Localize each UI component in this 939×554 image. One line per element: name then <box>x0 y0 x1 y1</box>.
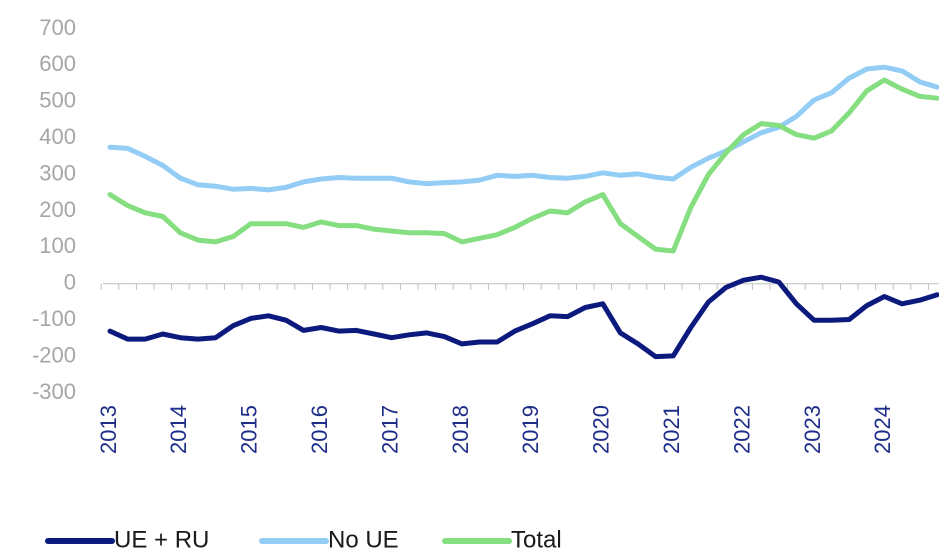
x-tick-label: 2013 <box>96 405 121 454</box>
y-tick-label: 500 <box>39 88 76 113</box>
x-tick-label: 2019 <box>518 405 543 454</box>
x-tick-label: 2017 <box>377 405 402 454</box>
y-tick-label: 100 <box>39 233 76 258</box>
x-tick-label: 2016 <box>307 405 332 454</box>
legend-label: Total <box>511 526 562 553</box>
y-tick-label: 200 <box>39 197 76 222</box>
x-tick-label: 2022 <box>729 405 754 454</box>
y-tick-label: -100 <box>32 306 76 331</box>
series-line <box>107 77 939 254</box>
legend-label: No UE <box>328 526 399 553</box>
x-tick-label: 2023 <box>800 405 825 454</box>
series-line <box>107 64 939 193</box>
y-tick-label: -200 <box>32 342 76 367</box>
y-tick-label: 700 <box>39 15 76 40</box>
y-tick-label: -300 <box>32 379 76 404</box>
x-tick-label: 2020 <box>589 405 614 454</box>
y-tick-label: 600 <box>39 51 76 76</box>
x-tick-label: 2018 <box>448 405 473 454</box>
y-tick-label: 400 <box>39 124 76 149</box>
x-tick-label: 2024 <box>870 405 895 454</box>
series-line <box>107 274 939 360</box>
legend-label: UE + RU <box>114 526 209 553</box>
y-tick-label: 300 <box>39 160 76 185</box>
x-tick-label: 2015 <box>237 405 262 454</box>
y-tick-label: 0 <box>64 270 76 295</box>
x-tick-label: 2021 <box>659 405 684 454</box>
x-tick-label: 2014 <box>166 405 191 454</box>
